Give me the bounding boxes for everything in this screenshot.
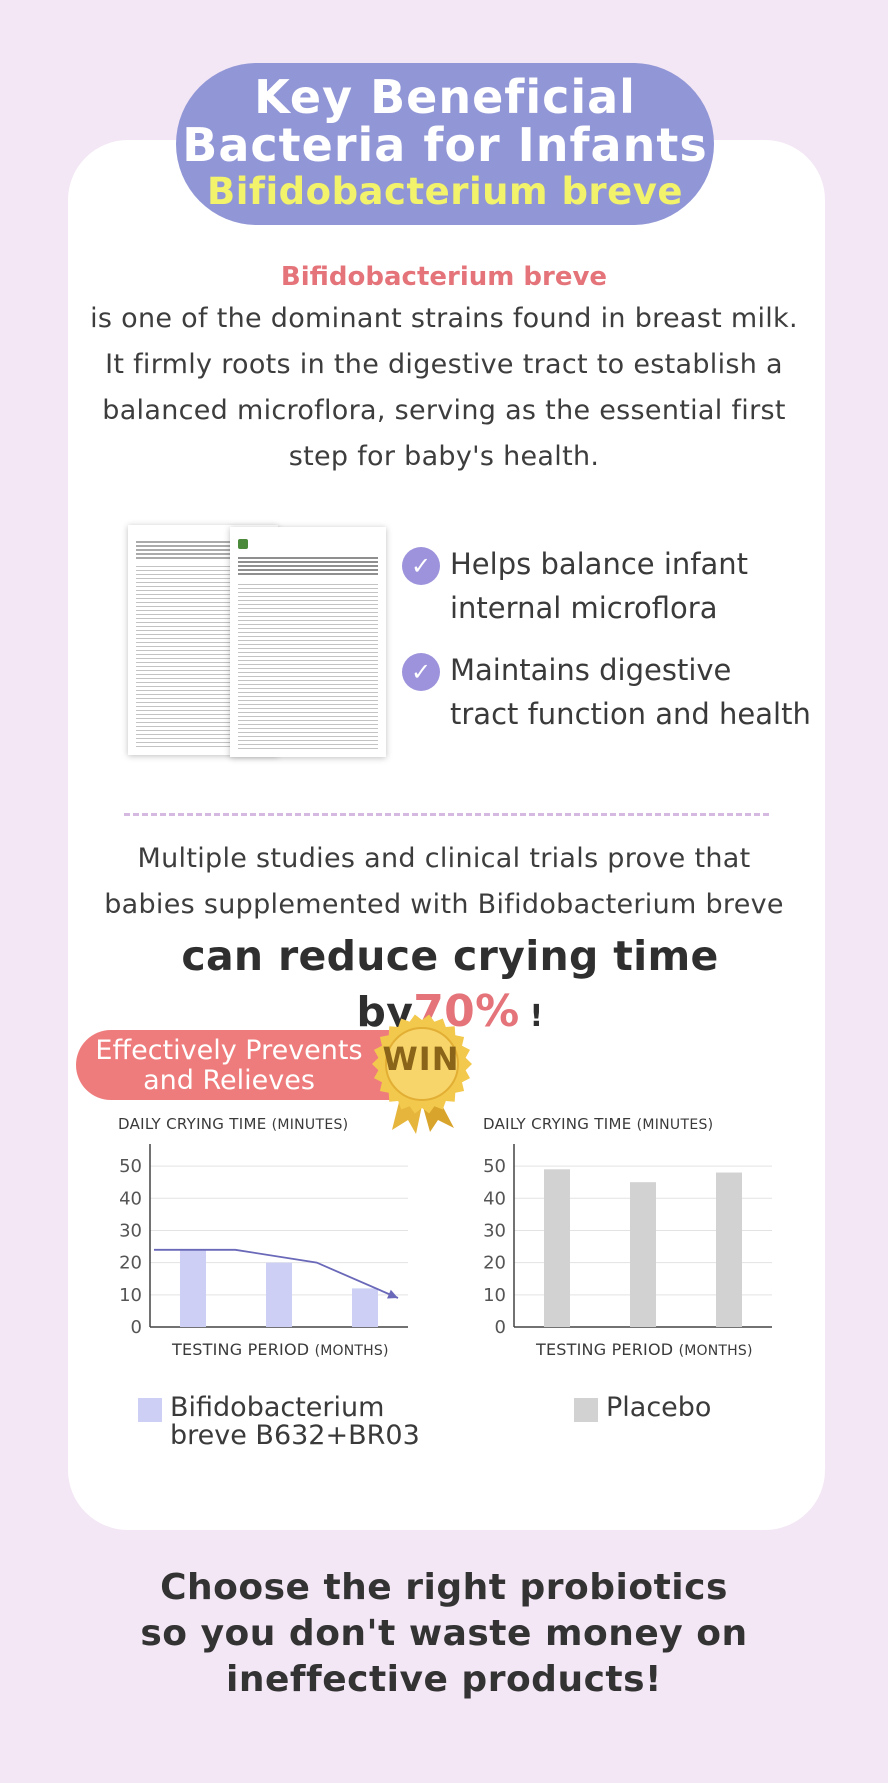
- y-tick-label: 50: [483, 1156, 506, 1177]
- bar: [716, 1172, 742, 1327]
- bar: [544, 1169, 570, 1327]
- ribbon-line: and Relieves: [143, 1065, 315, 1096]
- check-circle-icon: ✓: [402, 547, 440, 585]
- x-axis-label-left: TESTING PERIOD (MONTHS): [172, 1340, 389, 1359]
- intro-line: balanced microflora, serving as the esse…: [102, 395, 786, 426]
- y-tick-label: 10: [483, 1285, 506, 1306]
- x-axis-label-unit: (MONTHS): [678, 1343, 753, 1359]
- y-tick-label: 50: [119, 1156, 142, 1177]
- trend-line: [154, 1248, 399, 1299]
- chart-title-unit: (MINUTES): [271, 1117, 349, 1133]
- y-tick-label: 30: [119, 1220, 142, 1241]
- benefit-item: ✓ Helps balance infant internal microflo…: [402, 542, 748, 630]
- section-divider: [124, 813, 769, 816]
- check-circle-icon: ✓: [402, 653, 440, 691]
- cta-line: ineffective products!: [226, 1659, 662, 1700]
- benefit-item: ✓ Maintains digestive tract function and…: [402, 648, 811, 736]
- x-axis-label-unit: (MONTHS): [314, 1343, 389, 1359]
- legend-swatch-placebo: [574, 1398, 598, 1422]
- y-tick-label: 20: [119, 1253, 142, 1274]
- chart-title-text: DAILY CRYING TIME: [118, 1115, 267, 1133]
- journal-logo-icon: [238, 539, 248, 549]
- benefit-text: Maintains digestive: [450, 653, 732, 687]
- bar: [630, 1182, 656, 1327]
- placebo-crying-chart: 0 10 20 30 40 50: [483, 1144, 772, 1338]
- intro-line: step for baby's health.: [288, 441, 600, 472]
- claim-exclamation: !: [529, 999, 544, 1034]
- intro-section: Bifidobacterium breve is one of the domi…: [80, 258, 808, 480]
- legend-label: Placebo: [606, 1392, 712, 1423]
- bar: [352, 1288, 378, 1327]
- win-seal-icon: WIN: [372, 1012, 474, 1134]
- prevents-relieves-ribbon: Effectively Prevents and Relieves: [76, 1030, 396, 1100]
- x-axis-label-right: TESTING PERIOD (MONTHS): [536, 1340, 753, 1359]
- header-banner: Key Beneficial Bacteria for Infants Bifi…: [176, 63, 714, 225]
- header-title-line1: Key Beneficial: [254, 70, 636, 124]
- intro-line: is one of the dominant strains found in …: [90, 303, 798, 334]
- benefit-text: internal microflora: [450, 591, 718, 625]
- header-title-line2: Bacteria for Infants: [182, 118, 708, 172]
- y-tick-label: 0: [495, 1317, 506, 1338]
- y-tick-label: 20: [483, 1253, 506, 1274]
- y-tick-label: 40: [119, 1188, 142, 1209]
- trend-arrow-icon: [387, 1289, 398, 1299]
- legend-swatch-bifido: [138, 1398, 162, 1422]
- bifido-crying-chart: 0 10 20 30 40 50: [119, 1144, 408, 1338]
- bar: [266, 1262, 292, 1327]
- x-axis-label-text: TESTING PERIOD: [536, 1340, 674, 1359]
- ribbon-line: Effectively Prevents: [95, 1035, 363, 1066]
- chart-title-right: DAILY CRYING TIME (MINUTES): [483, 1115, 713, 1133]
- badge-text: WIN: [382, 1040, 460, 1078]
- benefit-text: Helps balance infant: [450, 547, 749, 581]
- studies-line: babies supplemented with Bifidobacterium…: [104, 889, 784, 920]
- research-paper-front: [230, 527, 386, 757]
- chart-title-unit: (MINUTES): [636, 1117, 714, 1133]
- studies-line: Multiple studies and clinical trials pro…: [137, 843, 751, 874]
- cta-line: so you don't waste money on: [140, 1613, 748, 1654]
- intro-strain-name: Bifidobacterium breve: [280, 262, 608, 292]
- legend-label: breve B632+BR03: [170, 1420, 420, 1451]
- y-tick-label: 0: [131, 1317, 142, 1338]
- legend-placebo: Placebo: [574, 1394, 711, 1422]
- legend-bifido: Bifidobacterium breve B632+BR03: [138, 1394, 420, 1450]
- studies-section: Multiple studies and clinical trials pro…: [80, 836, 808, 928]
- research-papers-image: [128, 525, 390, 759]
- y-tick-label: 30: [483, 1220, 506, 1241]
- chart-title-text: DAILY CRYING TIME: [483, 1115, 632, 1133]
- cta-line: Choose the right probiotics: [160, 1567, 728, 1608]
- legend-label: Bifidobacterium: [170, 1392, 385, 1423]
- intro-line: It firmly roots in the digestive tract t…: [105, 349, 783, 380]
- claim-text: can reduce crying time by: [181, 932, 719, 1036]
- x-axis-label-text: TESTING PERIOD: [172, 1340, 310, 1359]
- chart-title-left: DAILY CRYING TIME (MINUTES): [118, 1115, 348, 1133]
- benefit-text: tract function and health: [450, 697, 811, 731]
- call-to-action: Choose the right probiotics so you don't…: [80, 1565, 808, 1703]
- bar: [180, 1249, 206, 1327]
- header-subtitle: Bifidobacterium breve: [207, 170, 683, 213]
- y-tick-label: 40: [483, 1188, 506, 1209]
- y-tick-label: 10: [119, 1285, 142, 1306]
